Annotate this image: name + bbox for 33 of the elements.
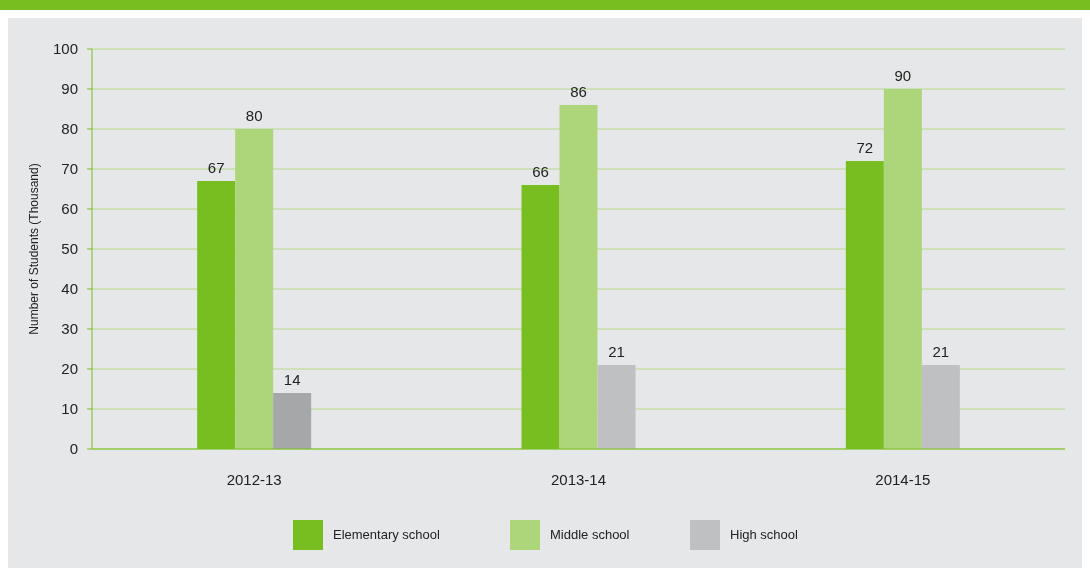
y-axis-title: Number of Students (Thousand)	[27, 163, 41, 335]
y-tick-label: 90	[61, 80, 78, 97]
y-tick-label: 20	[61, 360, 78, 377]
y-tick-label: 10	[61, 400, 78, 417]
legend-label: High school	[730, 527, 799, 542]
bar	[235, 129, 274, 449]
y-tick-label: 80	[61, 120, 78, 137]
data-label: 14	[283, 371, 301, 388]
x-tick-label: 2013-14	[550, 471, 607, 488]
data-label: 90	[894, 67, 912, 84]
y-tick-label: 100	[52, 40, 78, 57]
data-label: 21	[608, 343, 625, 360]
legend-label: Middle school	[550, 527, 630, 542]
bar	[883, 89, 922, 449]
y-tick-label: 30	[61, 320, 78, 337]
data-label: 66	[532, 163, 549, 180]
bar	[559, 105, 598, 449]
y-tick-label: 70	[61, 160, 78, 177]
bar	[921, 365, 960, 449]
data-label: 86	[570, 83, 587, 100]
x-tick-label: 2014-15	[875, 471, 931, 488]
data-label: 72	[856, 139, 874, 156]
y-tick-label: 40	[61, 280, 78, 297]
data-label: 67	[207, 159, 225, 176]
data-label: 80	[245, 107, 263, 124]
bar	[273, 393, 312, 449]
x-tick-label: 2012-13	[226, 471, 282, 488]
bar	[597, 365, 636, 449]
y-tick-label: 0	[69, 440, 78, 457]
data-label: 21	[932, 343, 950, 360]
legend-label: Elementary school	[333, 527, 441, 542]
y-tick-label: 50	[61, 240, 78, 257]
y-tick-label: 60	[61, 200, 78, 217]
